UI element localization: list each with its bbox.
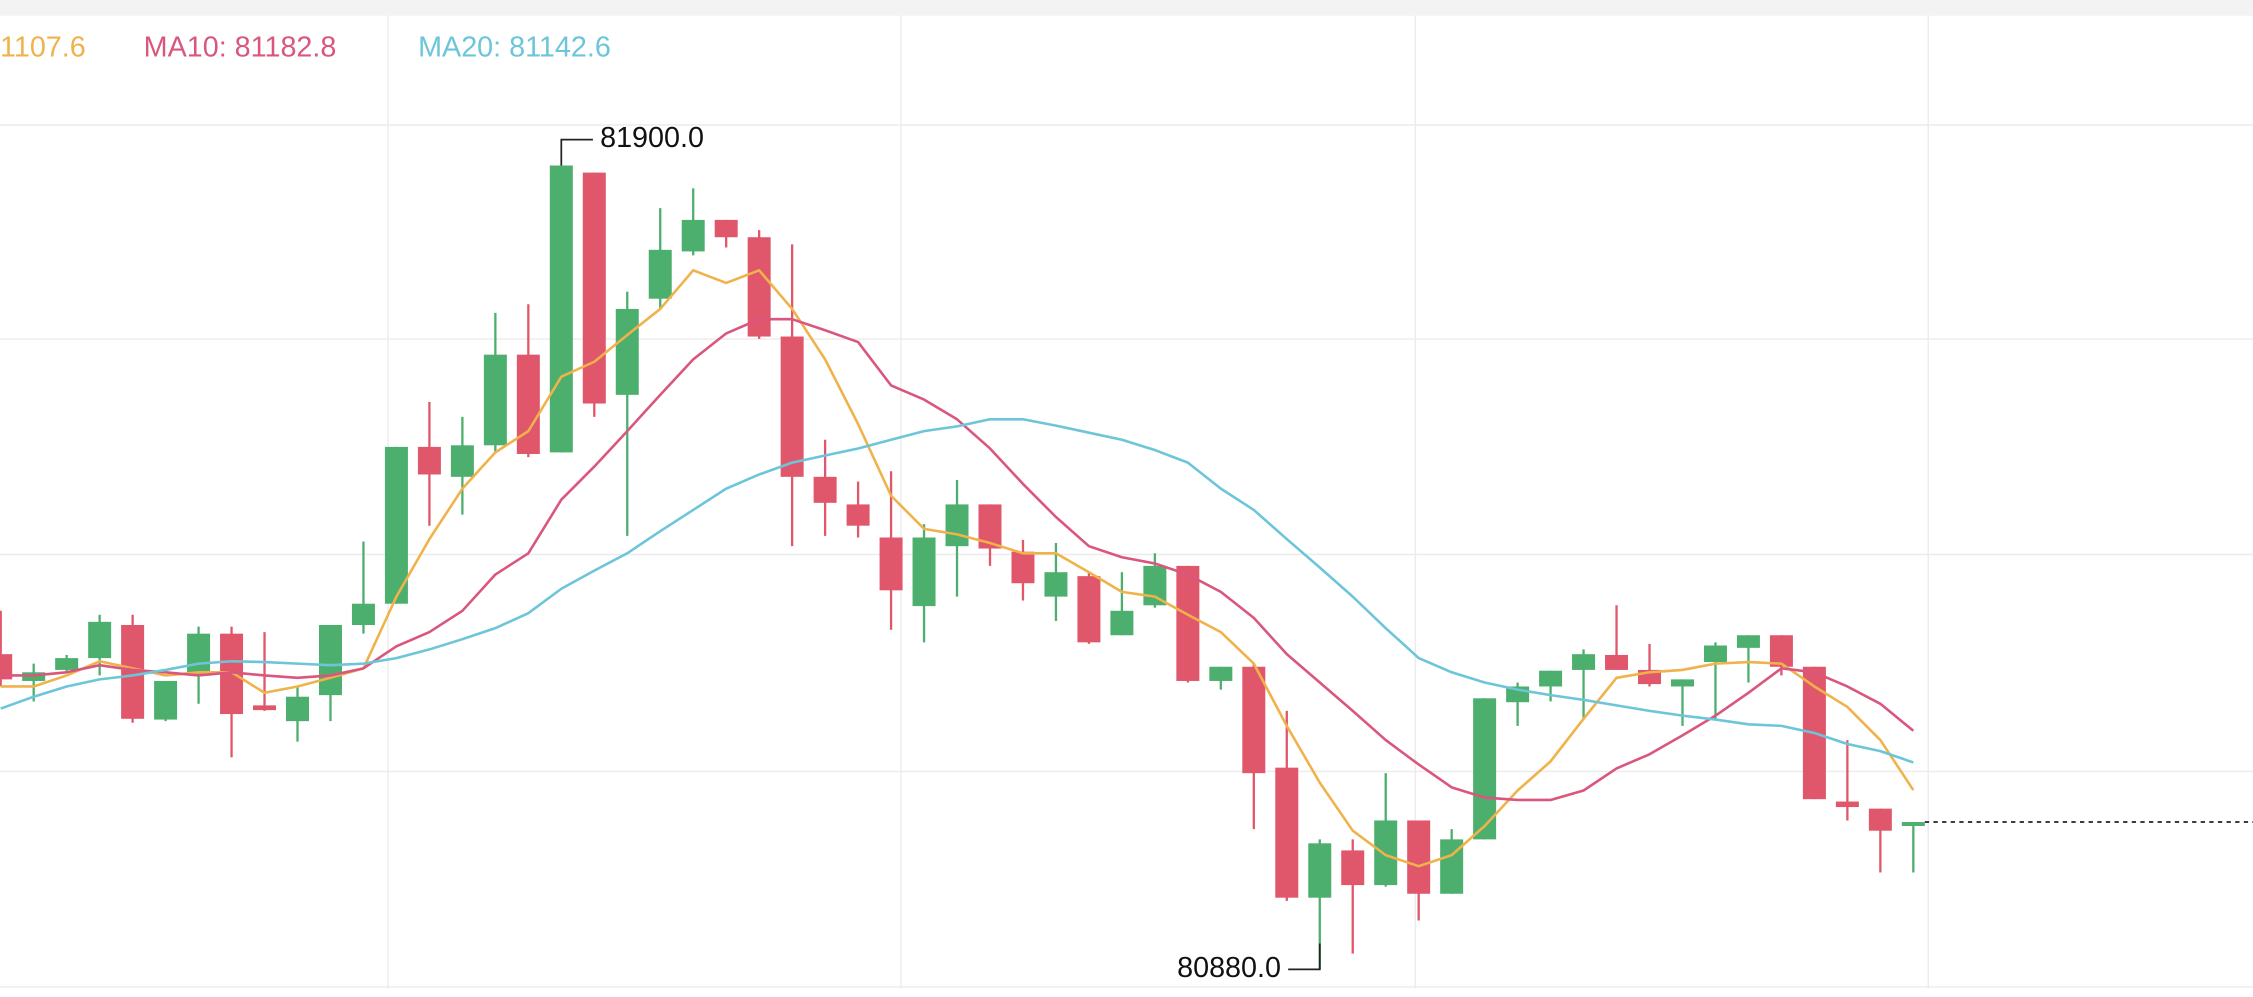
candle-body xyxy=(1670,679,1694,687)
candle-body xyxy=(1374,820,1398,886)
candle-body xyxy=(780,336,804,477)
candle-body xyxy=(615,308,639,395)
candle-body xyxy=(483,354,507,446)
candle-body xyxy=(648,249,672,299)
candle-body xyxy=(1440,839,1464,894)
candle-body xyxy=(912,537,936,607)
candle-body xyxy=(286,696,309,722)
candle-body xyxy=(1275,767,1299,898)
candle-body xyxy=(351,603,375,625)
candle-body xyxy=(1209,666,1233,681)
candle-body xyxy=(1341,850,1365,886)
legend-ma5: 1107.6 xyxy=(0,31,86,63)
candle-body xyxy=(1242,666,1266,774)
candle-body xyxy=(1176,565,1200,681)
ma-line xyxy=(0,317,1915,802)
legend-ma10: MA10: 81182.8 xyxy=(144,31,337,63)
ma-line xyxy=(0,417,1914,764)
candle-body xyxy=(88,621,112,659)
candle-body xyxy=(1539,670,1563,687)
candle-body xyxy=(1736,635,1760,648)
candle-body xyxy=(187,633,211,676)
candle-body xyxy=(220,633,244,715)
candle-body xyxy=(1901,822,1925,826)
candle-body xyxy=(1044,572,1068,597)
candle-body xyxy=(1835,801,1859,808)
candle-body xyxy=(1605,654,1629,670)
candle-body xyxy=(1308,843,1332,898)
candle-body xyxy=(1769,635,1793,667)
grid xyxy=(0,15,2253,989)
candle-body xyxy=(1143,565,1167,606)
candle-body xyxy=(121,624,145,719)
candle-body xyxy=(681,219,705,252)
annotation-label: 80880.0 xyxy=(1177,952,1281,984)
candle-body xyxy=(154,680,178,720)
candle-body xyxy=(1011,551,1035,584)
candle-body xyxy=(1868,808,1892,831)
candle-body xyxy=(945,504,969,547)
candle-body xyxy=(582,172,606,404)
candle-body xyxy=(714,219,738,238)
candle-body xyxy=(978,504,1002,549)
candle-body xyxy=(1110,610,1134,636)
annotation-leader xyxy=(560,138,593,166)
candle-body xyxy=(384,446,408,604)
candle-body xyxy=(450,445,474,477)
candle-body xyxy=(516,354,540,454)
annotation-leader xyxy=(1288,943,1321,971)
annotation-label: 81900.0 xyxy=(600,122,704,154)
candle-body xyxy=(879,537,903,591)
candle-body xyxy=(0,654,13,680)
candle-body xyxy=(1077,576,1101,643)
candle-body xyxy=(1572,654,1596,670)
candle-body xyxy=(549,165,573,453)
candle-body xyxy=(318,624,342,696)
candle-body xyxy=(417,446,441,475)
legend-ma20: MA20: 81142.6 xyxy=(418,31,611,63)
candle-body xyxy=(1473,698,1497,840)
candle-body xyxy=(1703,645,1727,663)
candle-body xyxy=(747,237,771,337)
ma-line xyxy=(0,269,1915,868)
candle-body xyxy=(846,504,870,526)
candle-body xyxy=(1407,820,1431,894)
candle-body xyxy=(253,705,277,711)
candle-body xyxy=(55,658,79,670)
candle-body xyxy=(813,476,837,503)
top-bar xyxy=(0,0,2253,16)
